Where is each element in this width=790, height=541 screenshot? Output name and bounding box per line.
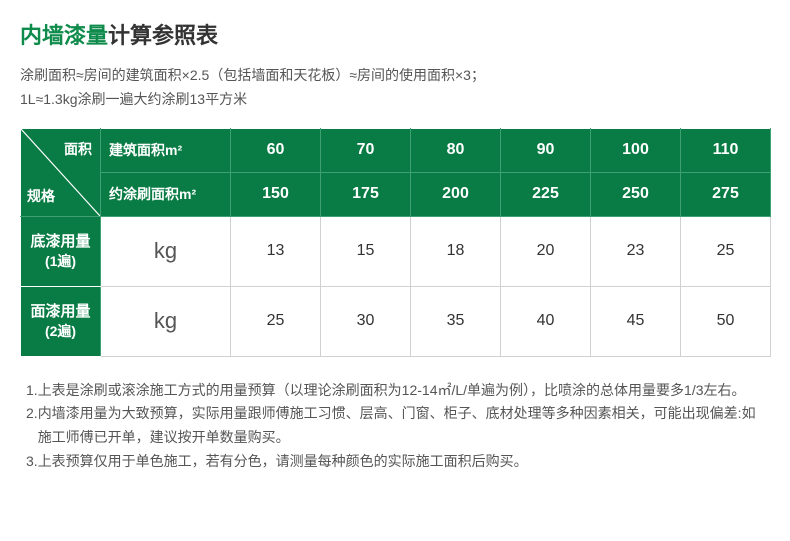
- reference-table: 面积 规格 建筑面积m² 60 70 80 90 100 110 约涂刷面积m²…: [20, 128, 771, 357]
- data-cell: 40: [501, 286, 591, 356]
- title-rest: 计算参照表: [108, 23, 218, 48]
- page-title: 内墙漆量计算参照表: [20, 18, 770, 50]
- row-header: 底漆用量 (1遍): [21, 216, 101, 286]
- header-cell: 100: [591, 128, 681, 172]
- header-cell: 110: [681, 128, 771, 172]
- data-cell: 13: [231, 216, 321, 286]
- subtitle-line: 1L≈1.3kg涂刷一遍大约涂刷13平方米: [20, 88, 770, 112]
- row-header-line1: 底漆用量: [30, 233, 90, 250]
- title-accent: 内墙漆量: [20, 23, 108, 48]
- header-cell: 60: [231, 128, 321, 172]
- data-cell: 45: [591, 286, 681, 356]
- row-header-line2: (2遍): [21, 322, 100, 342]
- table-corner-cell: 面积 规格: [21, 128, 101, 216]
- data-cell: 23: [591, 216, 681, 286]
- note-index: 2.: [26, 402, 38, 450]
- data-cell: 20: [501, 216, 591, 286]
- header-row-label: 建筑面积m²: [101, 128, 231, 172]
- note-text: 内墙漆用量为大致预算，实际用量跟师傅施工习惯、层高、门窗、柜子、底材处理等多种因…: [38, 402, 764, 450]
- row-header-line2: (1遍): [21, 252, 100, 272]
- corner-top-label: 面积: [64, 139, 92, 159]
- note-text: 上表预算仅用于单色施工，若有分色，请测量每种颜色的实际施工面积后购买。: [38, 450, 764, 474]
- note-item: 1. 上表是涂刷或滚涂施工方式的用量预算（以理论涂刷面积为12-14㎡/L/单遍…: [26, 379, 764, 403]
- note-item: 3. 上表预算仅用于单色施工，若有分色，请测量每种颜色的实际施工面积后购买。: [26, 450, 764, 474]
- data-cell: 25: [681, 216, 771, 286]
- data-cell: 15: [321, 216, 411, 286]
- data-cell: 30: [321, 286, 411, 356]
- unit-cell: kg: [101, 216, 231, 286]
- unit-cell: kg: [101, 286, 231, 356]
- header-cell: 250: [591, 172, 681, 216]
- header-cell: 80: [411, 128, 501, 172]
- corner-bottom-label: 规格: [27, 186, 55, 206]
- notes-block: 1. 上表是涂刷或滚涂施工方式的用量预算（以理论涂刷面积为12-14㎡/L/单遍…: [20, 379, 770, 474]
- data-cell: 50: [681, 286, 771, 356]
- data-cell: 35: [411, 286, 501, 356]
- row-header-line1: 面漆用量: [30, 303, 90, 320]
- header-cell: 150: [231, 172, 321, 216]
- note-index: 3.: [26, 450, 38, 474]
- subtitle: 涂刷面积≈房间的建筑面积×2.5（包括墙面和天花板）≈房间的使用面积×3； 1L…: [20, 64, 770, 112]
- note-item: 2. 内墙漆用量为大致预算，实际用量跟师傅施工习惯、层高、门窗、柜子、底材处理等…: [26, 402, 764, 450]
- header-cell: 70: [321, 128, 411, 172]
- header-cell: 90: [501, 128, 591, 172]
- header-cell: 200: [411, 172, 501, 216]
- note-index: 1.: [26, 379, 38, 403]
- note-text: 上表是涂刷或滚涂施工方式的用量预算（以理论涂刷面积为12-14㎡/L/单遍为例）…: [38, 379, 764, 403]
- header-cell: 225: [501, 172, 591, 216]
- data-cell: 25: [231, 286, 321, 356]
- header-row-label: 约涂刷面积m²: [101, 172, 231, 216]
- row-header: 面漆用量 (2遍): [21, 286, 101, 356]
- subtitle-line: 涂刷面积≈房间的建筑面积×2.5（包括墙面和天花板）≈房间的使用面积×3；: [20, 64, 770, 88]
- header-cell: 275: [681, 172, 771, 216]
- header-cell: 175: [321, 172, 411, 216]
- data-cell: 18: [411, 216, 501, 286]
